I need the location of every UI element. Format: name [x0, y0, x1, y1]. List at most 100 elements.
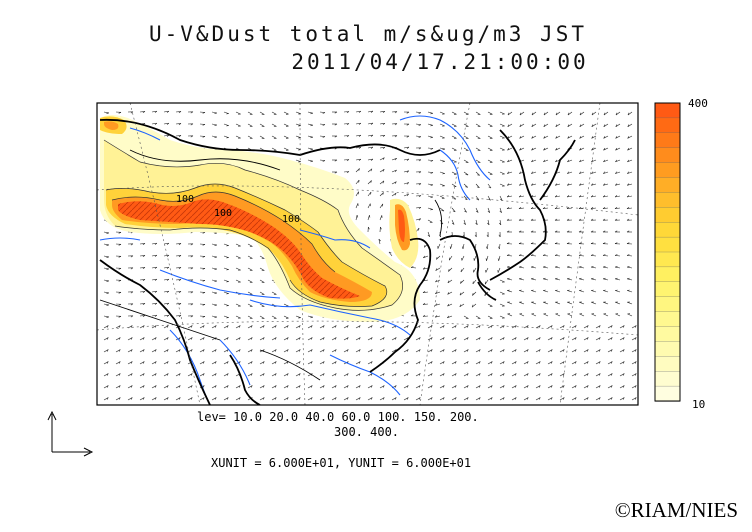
- wind-arrow: [451, 325, 457, 329]
- wind-arrow-head: [378, 238, 381, 242]
- wind-arrow-head: [118, 232, 122, 234]
- copyright: ©RIAM/NIES: [614, 498, 738, 522]
- wind-arrow-head: [530, 218, 534, 221]
- wind-arrow-head: [442, 397, 445, 400]
- wind-arrow-head: [615, 171, 618, 174]
- wind-arrow: [595, 373, 601, 377]
- wind-arrow: [607, 361, 613, 365]
- wind-arrow: [355, 325, 361, 329]
- wind-arrow-head: [394, 181, 397, 184]
- rivers: [99, 115, 491, 405]
- wind-arrow-head: [447, 280, 450, 284]
- wind-arrow-head: [262, 397, 265, 400]
- wind-arrow: [499, 315, 505, 319]
- wind-arrow-head: [418, 385, 421, 388]
- wind-arrow-head: [250, 361, 253, 364]
- wind-arrow: [619, 325, 625, 329]
- wind-arrow: [547, 373, 553, 377]
- wind-arrow: [543, 111, 549, 116]
- wind-arrow: [388, 251, 393, 257]
- wind-arrow-head: [466, 325, 469, 328]
- wind-arrow: [567, 171, 573, 174]
- wind-arrow-head: [530, 230, 534, 233]
- wind-arrow: [591, 111, 597, 116]
- wind-arrow-head: [202, 385, 205, 388]
- wind-arrow: [511, 337, 517, 341]
- wind-arrow: [595, 349, 601, 353]
- wind-arrow: [471, 303, 477, 308]
- wind-arrow: [507, 159, 513, 163]
- wind-arrow-head: [346, 397, 349, 400]
- wind-arrow-head: [418, 183, 422, 186]
- wind-arrow-head: [591, 147, 594, 151]
- wind-arrow-head: [166, 122, 170, 125]
- wind-arrow-head: [602, 242, 606, 244]
- wind-arrow: [566, 207, 573, 209]
- wind-arrow-head: [334, 135, 338, 138]
- wind-arrow-head: [369, 215, 371, 218]
- wind-arrow: [451, 111, 457, 115]
- wind-arrow: [571, 361, 577, 365]
- wind-arrow: [535, 349, 541, 353]
- wind-arrow: [415, 385, 421, 389]
- wind-arrow-head: [578, 206, 582, 209]
- wind-arrow-head: [298, 373, 301, 376]
- wind-arrow-head: [166, 134, 170, 137]
- wind-arrow-head: [106, 397, 109, 400]
- colorbar-cell: [654, 251, 681, 268]
- wind-arrow-head: [202, 244, 206, 246]
- wind-arrow: [391, 373, 397, 377]
- wind-arrow: [403, 361, 409, 365]
- wind-arrow-head: [627, 112, 630, 116]
- wind-arrow: [571, 337, 577, 341]
- wind-arrow: [343, 337, 349, 341]
- wind-arrow-head: [447, 292, 450, 295]
- wind-arrow: [343, 111, 350, 113]
- wind-arrow: [487, 135, 493, 139]
- wind-arrow: [507, 135, 513, 139]
- wind-arrow-head: [262, 325, 265, 328]
- wind-arrow-head: [418, 325, 421, 328]
- wind-arrow-head: [310, 160, 313, 163]
- wind-arrow: [615, 301, 621, 305]
- wind-arrow-head: [603, 266, 606, 268]
- wind-arrow: [619, 337, 625, 341]
- wind-arrow-head: [507, 147, 510, 151]
- wind-arrow-head: [382, 135, 386, 138]
- wind-arrow-head: [166, 302, 170, 305]
- unit-text: XUNIT = 6.000E+01, YUNIT = 6.000E+01: [211, 456, 472, 470]
- wind-arrow: [355, 349, 361, 353]
- wind-arrow: [355, 168, 360, 173]
- wind-arrow-head: [358, 397, 361, 400]
- wind-arrow: [627, 159, 633, 163]
- wind-arrow: [115, 337, 121, 341]
- wind-arrow: [151, 373, 157, 377]
- wind-arrow: [427, 231, 431, 237]
- wind-arrow: [439, 111, 445, 115]
- wind-arrow: [463, 123, 469, 127]
- wind-arrow-head: [166, 278, 170, 281]
- wind-arrow: [463, 397, 469, 401]
- wind-arrow-head: [626, 218, 630, 221]
- wind-arrow-head: [454, 337, 457, 340]
- wind-arrow-head: [370, 180, 372, 183]
- wind-arrow: [247, 337, 253, 341]
- wind-arrow-head: [214, 304, 217, 306]
- wind-arrow-head: [274, 397, 277, 400]
- wind-arrow: [115, 349, 121, 353]
- wind-arrow-head: [530, 206, 534, 209]
- wind-arrow-head: [526, 385, 529, 388]
- wind-arrow: [439, 195, 445, 199]
- wind-arrow: [591, 123, 597, 127]
- wind-arrow-head: [531, 171, 534, 174]
- wind-arrow-head: [442, 337, 445, 340]
- wind-arrow-head: [238, 385, 241, 388]
- wind-arrow: [247, 303, 253, 307]
- wind-arrow-head: [370, 168, 373, 172]
- wind-arrow-head: [518, 242, 522, 244]
- wind-arrow: [379, 373, 385, 377]
- wind-arrow-head: [154, 314, 158, 317]
- wind-arrow-head: [476, 198, 480, 201]
- wind-arrow-head: [214, 256, 217, 258]
- wind-arrow-head: [166, 110, 170, 113]
